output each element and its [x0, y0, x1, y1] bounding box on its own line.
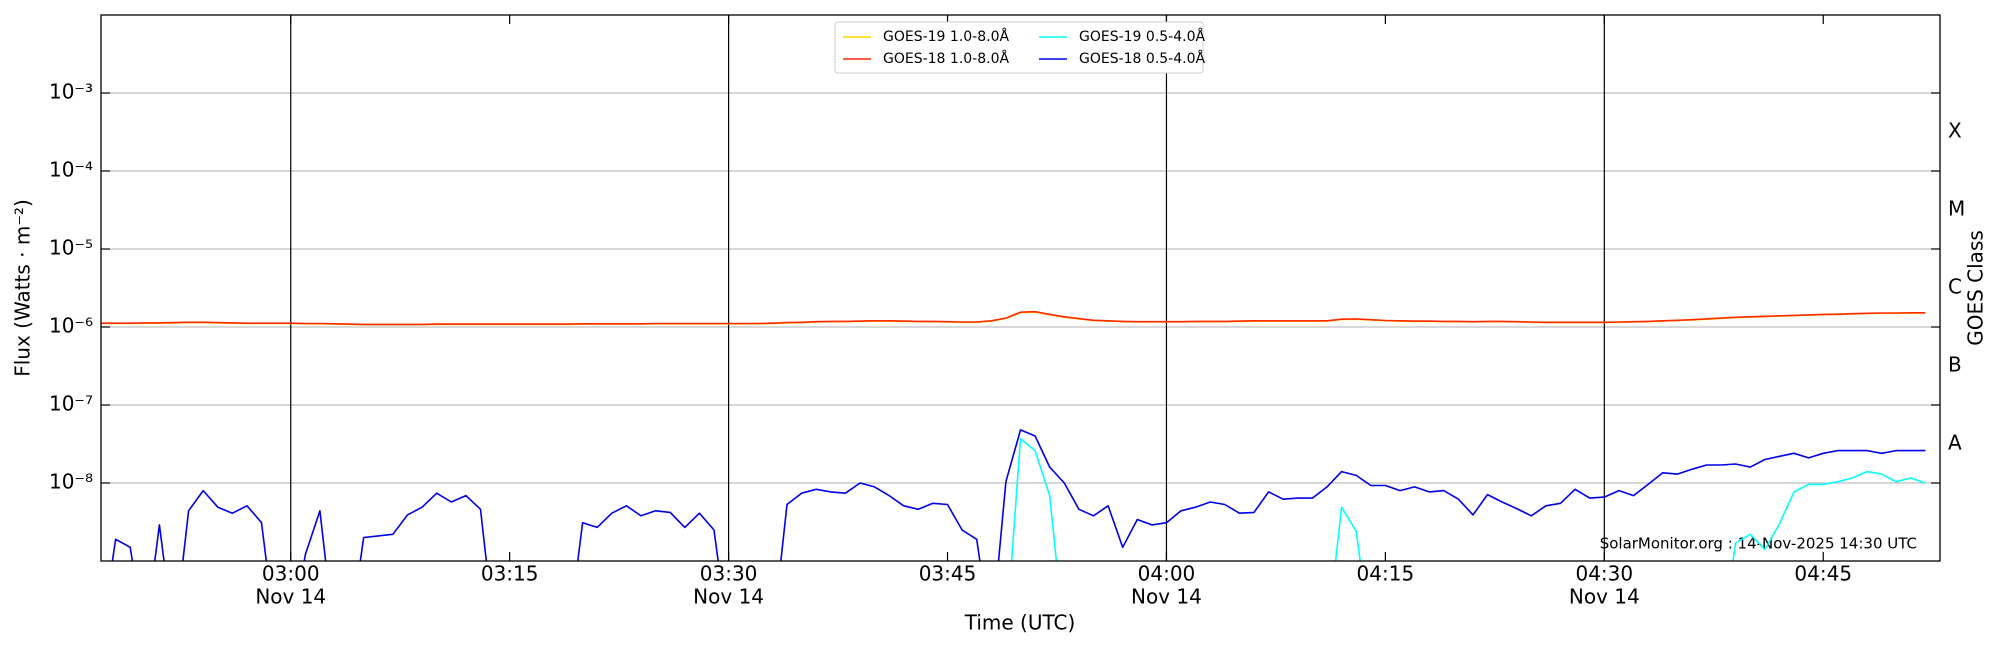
goes-class-label: X: [1948, 119, 1962, 143]
y-tick-label: 10⁻⁶: [49, 314, 93, 338]
series-line: [1010, 437, 1926, 561]
goes-class-label: A: [1948, 431, 1962, 455]
y-tick-label: 10⁻⁴: [49, 158, 93, 182]
x-tick-label: 03:30: [700, 562, 758, 586]
legend-label: GOES-18 0.5-4.0Å: [1079, 50, 1205, 67]
series-line: [101, 310, 1926, 326]
x-tick-label: 03:15: [481, 562, 539, 586]
legend-box: [834, 21, 1204, 74]
x-tick-date: Nov 14: [1131, 585, 1202, 609]
y-tick-label: 10⁻⁵: [49, 236, 93, 260]
series-line: [111, 429, 1926, 561]
x-tick-date: Nov 14: [255, 585, 326, 609]
plot-frame: [100, 14, 1941, 562]
x-tick-label: 04:15: [1357, 562, 1415, 586]
y2-axis-label: GOES Class: [1964, 230, 1988, 346]
y-axis-label: Flux (Watts · m⁻²): [11, 199, 35, 377]
x-tick-label: 04:45: [1794, 562, 1852, 586]
legend-label: GOES-19 1.0-8.0Å: [883, 28, 1009, 45]
y-tick-label: 10⁻³: [49, 80, 93, 104]
x-tick-date: Nov 14: [1569, 585, 1640, 609]
goes-class-label: B: [1948, 353, 1962, 377]
legend: GOES-19 1.0-8.0Å GOES-18 1.0-8.0Å GOES-19 …: [834, 21, 1205, 74]
goes-class-label: C: [1948, 275, 1962, 299]
y-tick-label: 10⁻⁷: [49, 392, 93, 416]
y-tick-label: 10⁻⁸: [49, 470, 93, 494]
x-tick-label: 04:00: [1138, 562, 1196, 586]
x-tick-label: 04:30: [1575, 562, 1633, 586]
x-tick-label: 03:00: [262, 562, 320, 586]
x-tick-date: Nov 14: [693, 585, 764, 609]
legend-label: GOES-19 0.5-4.0Å: [1079, 28, 1205, 45]
goes-class-label: M: [1948, 197, 1965, 221]
x-tick-label: 03:45: [919, 562, 977, 586]
x-axis-label: Time (UTC): [964, 611, 1076, 635]
legend-label: GOES-18 1.0-8.0Å: [883, 50, 1009, 67]
plot-area: [101, 310, 1926, 561]
